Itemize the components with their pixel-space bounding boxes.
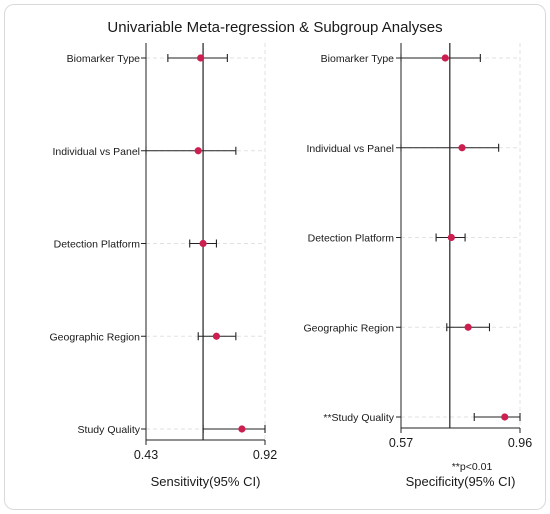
spec-point-estimate [464,323,472,331]
figure-frame [4,4,546,510]
sens-category-label: Individual vs Panel [52,146,140,158]
sens-category-label: Detection Platform [54,239,141,251]
spec-x-tick-label: 0.57 [389,436,413,450]
figure-title: Univariable Meta-regression & Subgroup A… [107,19,442,36]
spec-point-estimate [458,144,466,152]
spec-point-estimate [441,54,449,62]
sens-point-estimate [197,54,205,62]
sens-category-label: Biomarker Type [67,53,140,65]
spec-category-label: Biomarker Type [321,53,394,65]
sens-point-estimate [199,239,207,248]
sens-point-estimate [238,425,246,433]
sens-x-tick-label: 0.92 [253,448,277,462]
sens-category-label: Study Quality [78,424,141,436]
spec-category-label: Detection Platform [308,233,395,245]
spec-point-estimate [501,413,509,421]
sens-x-axis-label: Sensitivity(95% CI) [151,474,261,489]
spec-point-estimate [447,233,455,242]
spec-x-tick-label: 0.96 [508,436,532,450]
spec-category-label: Individual vs Panel [306,143,394,155]
sens-point-estimate [194,147,202,155]
significance-footnote: **p<0.01 [452,461,493,473]
sens-x-tick-label: 0.43 [134,448,158,462]
spec-x-axis-label: Specificity(95% CI) [406,474,516,489]
spec-category-label: Geographic Region [304,322,395,334]
sens-category-label: Geographic Region [50,331,141,343]
sens-point-estimate [212,332,221,340]
spec-category-label: **Study Quality [323,412,394,424]
